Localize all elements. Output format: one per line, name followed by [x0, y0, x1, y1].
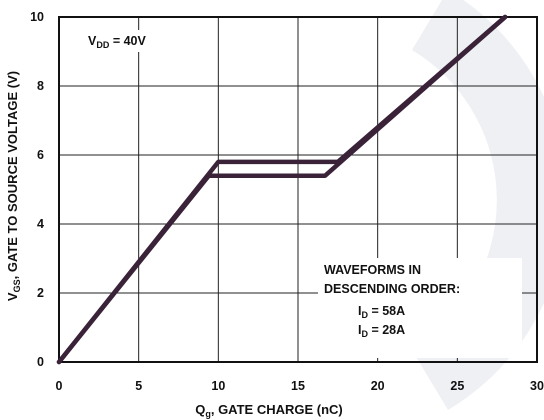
y-tick-label: 4 — [37, 217, 44, 231]
series-group — [56, 14, 508, 365]
vdd-annotation-bg — [80, 30, 162, 52]
grid — [59, 17, 537, 362]
y-tick-label: 0 — [37, 355, 44, 369]
legend-bg — [318, 258, 522, 358]
x-tick-label: 10 — [211, 379, 225, 393]
x-tick-label: 30 — [530, 379, 544, 393]
x-tick-label: 0 — [56, 379, 63, 393]
y-tick-label: 2 — [37, 286, 44, 300]
legend-item-28a: ID = 28A — [358, 323, 405, 339]
vdd-annotation: VDD = 40V — [88, 34, 146, 50]
x-axis-label: Qg, GATE CHARGE (nC) — [195, 402, 343, 419]
x-tick-label: 5 — [135, 379, 142, 393]
y-tick-label: 8 — [37, 79, 44, 93]
x-tick-label: 20 — [371, 379, 385, 393]
series-line — [56, 14, 508, 365]
legend-title-line1: WAVEFORMS IN — [324, 263, 421, 277]
x-tick-labels: 0 5 10 15 20 25 30 — [56, 379, 544, 393]
y-axis-label: VGS, GATE TO SOURCE VOLTAGE (V) — [5, 71, 22, 301]
y-tick-label: 6 — [37, 148, 44, 162]
legend-item-58a: ID = 58A — [358, 304, 405, 320]
plot-frame — [58, 16, 538, 363]
y-tick-label: 10 — [30, 10, 44, 24]
y-tick-labels: 0 2 4 6 8 10 — [30, 10, 44, 369]
x-tick-label: 15 — [291, 379, 305, 393]
legend-title-line2: DESCENDING ORDER: — [324, 282, 460, 296]
x-tick-label: 25 — [450, 379, 464, 393]
